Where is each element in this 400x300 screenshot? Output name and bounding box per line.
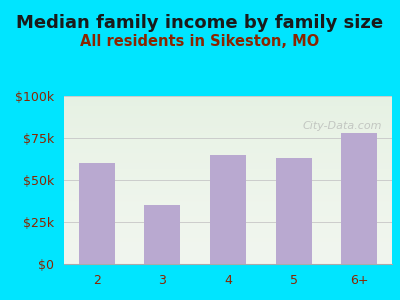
Text: City-Data.com: City-Data.com xyxy=(303,121,382,131)
Text: All residents in Sikeston, MO: All residents in Sikeston, MO xyxy=(80,34,320,50)
Bar xyxy=(276,158,312,264)
Text: Median family income by family size: Median family income by family size xyxy=(16,14,384,32)
Bar xyxy=(210,155,246,264)
Bar xyxy=(144,205,180,264)
Bar xyxy=(79,163,115,264)
Bar xyxy=(341,133,377,264)
